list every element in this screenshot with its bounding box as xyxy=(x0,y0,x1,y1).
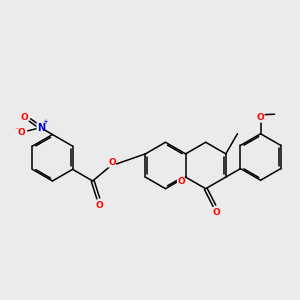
Text: O: O xyxy=(96,201,104,210)
Text: ⁻: ⁻ xyxy=(14,125,18,134)
Text: O: O xyxy=(108,158,116,167)
Text: O: O xyxy=(177,177,185,186)
Text: O: O xyxy=(257,113,265,122)
Text: O: O xyxy=(20,113,28,122)
Text: O: O xyxy=(212,208,220,217)
Text: +: + xyxy=(42,119,48,125)
Text: O: O xyxy=(17,128,25,137)
Text: N: N xyxy=(37,123,45,133)
